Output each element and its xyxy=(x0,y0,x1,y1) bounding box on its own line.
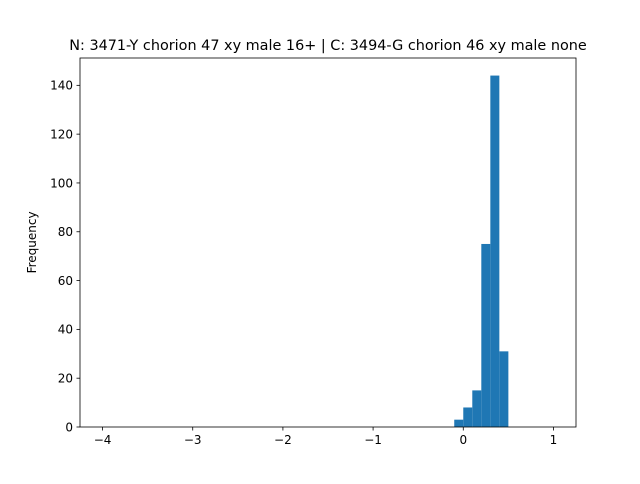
y-tick-label: 80 xyxy=(58,225,73,239)
x-tick-label: −2 xyxy=(274,433,292,447)
x-tick-label: 0 xyxy=(459,433,467,447)
y-tick-label: 140 xyxy=(50,79,73,93)
bars-group xyxy=(454,75,509,427)
y-tick-label: 100 xyxy=(50,176,73,190)
y-axis-label: Frequency xyxy=(25,211,39,273)
histogram-bar xyxy=(490,75,500,427)
y-tick-label: 20 xyxy=(58,371,73,385)
x-tick-label: −3 xyxy=(184,433,202,447)
y-axis-ticks: 0 20 40 60 80 100 120 140 xyxy=(50,79,80,434)
y-tick-label: 0 xyxy=(65,420,73,434)
histogram-bar xyxy=(481,243,491,427)
histogram-bar xyxy=(472,390,482,427)
y-tick-label: 40 xyxy=(58,323,73,337)
plot-area-frame xyxy=(79,57,577,428)
x-tick-label: −1 xyxy=(364,433,382,447)
histogram-bar xyxy=(454,419,464,427)
y-tick-label: 60 xyxy=(58,274,73,288)
x-tick-label: −4 xyxy=(94,433,112,447)
histogram-bar xyxy=(499,351,509,427)
x-axis-ticks: −4 −3 −2 −1 0 1 xyxy=(94,427,558,447)
y-tick-label: 120 xyxy=(50,127,73,141)
histogram-bar xyxy=(463,407,473,427)
chart-title: N: 3471-Y chorion 47 xy male 16+ | C: 34… xyxy=(69,38,587,54)
x-tick-label: 1 xyxy=(550,433,558,447)
